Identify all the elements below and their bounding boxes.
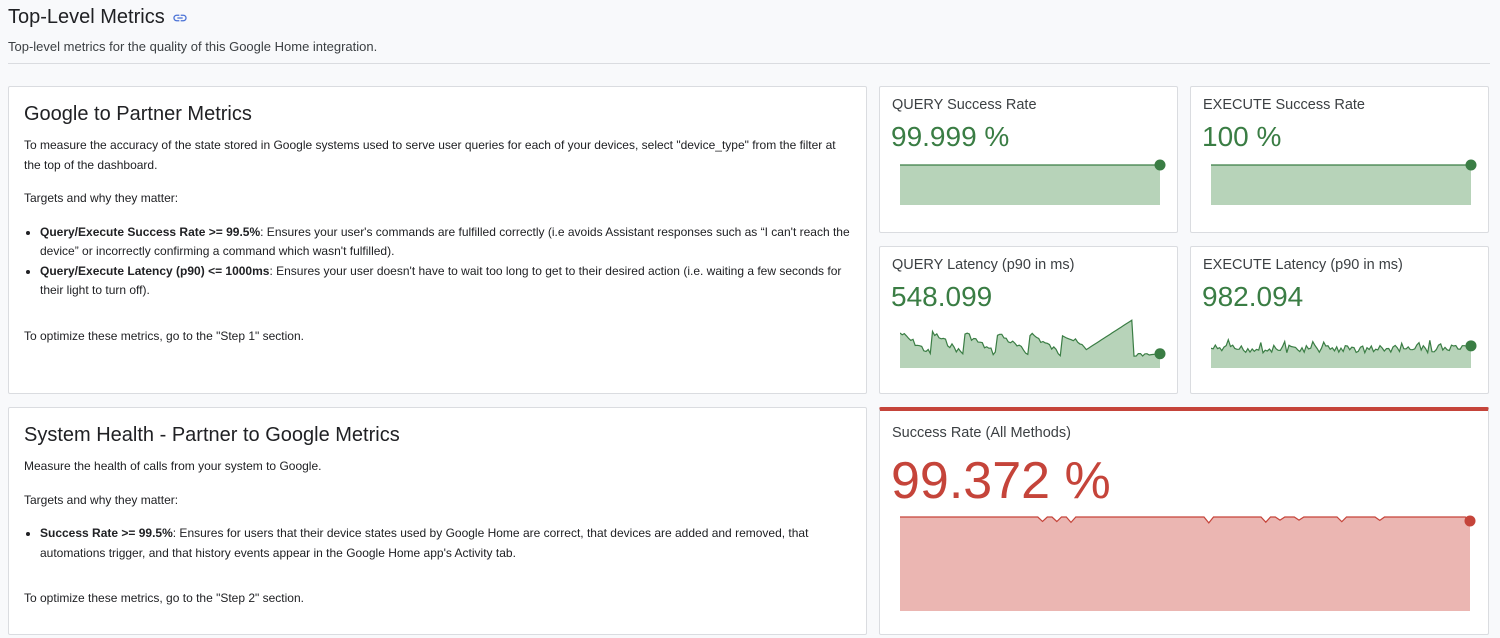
target-name: Query/Execute Latency (p90) <= 1000ms — [40, 263, 270, 278]
metric-label: QUERY Latency (p90 in ms) — [892, 257, 1075, 273]
outro-text: To optimize these metrics, go to the "St… — [24, 591, 304, 605]
target-item: Query/Execute Latency (p90) <= 1000ms: E… — [40, 262, 851, 301]
sparkline-last-point — [1154, 159, 1166, 171]
sparkline-area — [900, 165, 1160, 205]
sparkline-area — [900, 320, 1160, 368]
intro-text: Measure the health of calls from your sy… — [24, 459, 322, 473]
sparkline-area — [1211, 165, 1471, 205]
target-item: Query/Execute Success Rate >= 99.5%: Ens… — [40, 223, 851, 262]
metric-value: 100 % — [1202, 121, 1282, 152]
sparkline-last-point — [1465, 159, 1477, 171]
metric-value: 982.094 — [1202, 281, 1304, 312]
intro-text: To measure the accuracy of the state sto… — [24, 138, 836, 172]
sparkline-last-point — [1464, 515, 1476, 527]
sparkline-line — [900, 516, 1471, 524]
target-name: Success Rate >= 99.5% — [40, 526, 173, 540]
metric-label: EXECUTE Latency (p90 in ms) — [1203, 257, 1403, 273]
metric-value: 548.099 — [891, 281, 993, 312]
divider — [8, 63, 1490, 64]
query-success-card[interactable]: QUERY Success Rate 99.999 % — [879, 86, 1178, 233]
metric-value: 99.999 % — [891, 121, 1010, 152]
sparkline — [1211, 337, 1477, 368]
card-title: System Health - Partner to Google Metric… — [24, 424, 400, 446]
sparkline-last-point — [1154, 348, 1166, 360]
sparkline — [900, 515, 1476, 611]
all-methods-success-card[interactable]: Success Rate (All Methods) 99.372 % — [879, 407, 1489, 635]
target-item: Success Rate >= 99.5%: Ensures for users… — [40, 524, 851, 563]
section-title: Top-Level Metrics — [8, 6, 165, 28]
query-latency-card[interactable]: QUERY Latency (p90 in ms) 548.099 — [879, 246, 1178, 394]
sparkline — [900, 159, 1166, 205]
sparkline-last-point — [1465, 340, 1477, 352]
system-health-card: System Health - Partner to Google Metric… — [8, 407, 867, 635]
target-desc: : Ensures your user's commands are fulfi… — [40, 224, 850, 259]
sparkline — [900, 319, 1166, 368]
execute-latency-card[interactable]: EXECUTE Latency (p90 in ms) 982.094 — [1190, 246, 1489, 394]
link-icon[interactable] — [172, 10, 188, 26]
metric-value: 99.372 % — [891, 452, 1111, 510]
targets-heading: Targets and why they matter: — [24, 191, 179, 205]
target-name: Query/Execute Success Rate >= 99.5% — [40, 224, 261, 239]
targets-heading: Targets and why they matter: — [24, 492, 179, 507]
sparkline-line — [1211, 337, 1472, 355]
execute-success-card[interactable]: EXECUTE Success Rate 100 % — [1190, 86, 1489, 233]
sparkline-area — [900, 517, 1470, 611]
target-desc: : Ensures your user doesn't have to wait… — [40, 263, 842, 298]
metric-label: Success Rate (All Methods) — [892, 425, 1071, 441]
card-title: Google to Partner Metrics — [24, 103, 252, 125]
outro-text: To optimize these metrics, go to the "St… — [24, 328, 304, 343]
metric-label: QUERY Success Rate — [892, 97, 1037, 113]
sparkline — [1211, 159, 1477, 205]
metric-label: EXECUTE Success Rate — [1203, 97, 1365, 113]
google-to-partner-card: Google to Partner Metrics To measure the… — [8, 86, 867, 394]
sparkline-line — [900, 319, 1161, 357]
sparkline-area — [1211, 339, 1471, 368]
target-desc: : Ensures for users that their device st… — [40, 526, 809, 560]
section-subtitle: Top-level metrics for the quality of thi… — [8, 39, 378, 54]
